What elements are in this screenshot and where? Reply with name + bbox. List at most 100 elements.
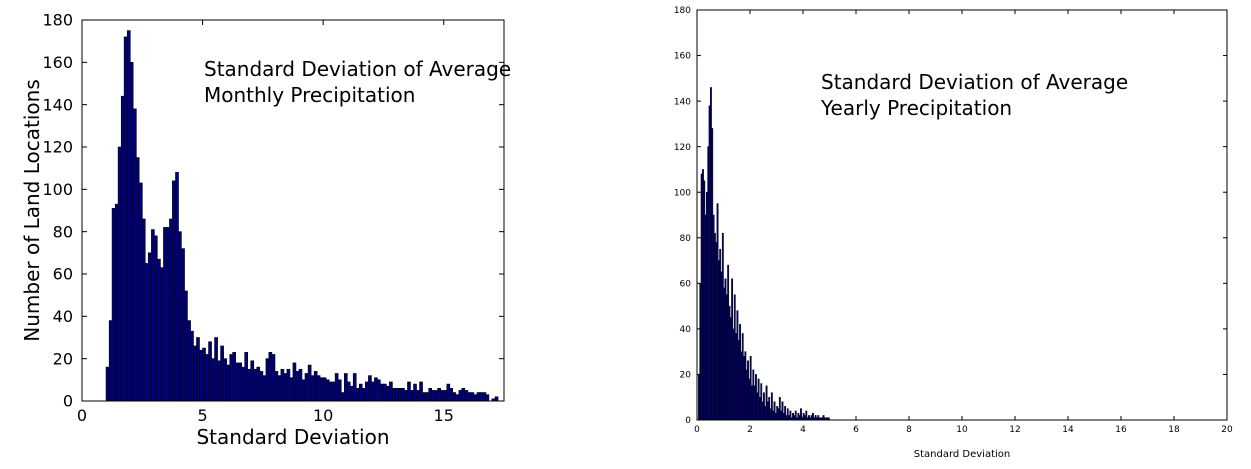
bar bbox=[160, 267, 164, 402]
bar bbox=[169, 218, 173, 402]
bar bbox=[301, 379, 306, 402]
bar bbox=[123, 36, 128, 402]
bar bbox=[190, 330, 194, 402]
bar bbox=[241, 366, 246, 402]
annotation-line-2-yearly: Yearly Precipitation bbox=[820, 96, 1012, 120]
bar bbox=[377, 379, 381, 402]
bar bbox=[479, 392, 484, 402]
bar bbox=[337, 379, 342, 402]
bar bbox=[199, 349, 203, 402]
bar bbox=[313, 371, 318, 402]
bar bbox=[259, 371, 264, 402]
y-tick-label: 180 bbox=[674, 6, 691, 16]
bar bbox=[166, 227, 170, 402]
bar bbox=[407, 381, 411, 402]
bar bbox=[316, 375, 321, 402]
bar bbox=[235, 362, 240, 402]
bar bbox=[455, 394, 460, 402]
bar bbox=[151, 229, 155, 402]
bar bbox=[277, 375, 282, 402]
x-axis-label-monthly: Standard Deviation bbox=[196, 425, 389, 449]
bar bbox=[352, 373, 357, 402]
bar bbox=[120, 95, 125, 402]
bar bbox=[253, 368, 258, 402]
bar bbox=[238, 362, 242, 402]
bars-yearly bbox=[698, 87, 830, 421]
ticks-monthly: 0 5 10 15 0 20 40 60 80 100 120 140 160 180 bbox=[42, 11, 504, 425]
bar bbox=[395, 387, 399, 402]
bar bbox=[485, 394, 490, 402]
bar bbox=[220, 345, 224, 402]
bar bbox=[340, 392, 345, 402]
bar bbox=[196, 337, 200, 402]
bar bbox=[286, 368, 291, 402]
bar bbox=[356, 387, 360, 402]
bar bbox=[205, 354, 209, 402]
y-tick-label: 80 bbox=[53, 222, 73, 241]
bar bbox=[226, 364, 230, 402]
bars-monthly bbox=[105, 30, 499, 402]
bar bbox=[141, 218, 146, 402]
bar bbox=[292, 362, 297, 402]
bar bbox=[380, 383, 384, 402]
bar bbox=[437, 387, 441, 402]
y-tick-label: 40 bbox=[53, 307, 73, 326]
y-tick-label: 120 bbox=[42, 138, 73, 157]
bar bbox=[328, 381, 333, 402]
bar bbox=[157, 258, 161, 402]
bar bbox=[452, 392, 457, 402]
bar bbox=[139, 182, 143, 402]
y-tick-label: 140 bbox=[42, 95, 73, 114]
bar bbox=[343, 373, 348, 402]
y-tick-label: 60 bbox=[53, 265, 73, 284]
bar bbox=[289, 377, 294, 402]
bar bbox=[268, 352, 273, 402]
y-tick-label: 80 bbox=[680, 234, 692, 244]
bar bbox=[298, 368, 303, 402]
annotation-line-1-monthly: Standard Deviation of Average bbox=[204, 57, 511, 81]
bar bbox=[350, 385, 354, 402]
bar bbox=[470, 392, 475, 402]
x-tick-label: 15 bbox=[434, 406, 454, 425]
y-tick-label: 140 bbox=[674, 97, 691, 107]
bar bbox=[386, 385, 390, 402]
bar bbox=[392, 387, 396, 402]
y-tick-label: 120 bbox=[674, 143, 691, 153]
bar bbox=[431, 390, 435, 402]
bar bbox=[274, 371, 279, 402]
x-tick-label: 20 bbox=[1221, 425, 1233, 435]
ticks-yearly: 0 2 4 6 8 10 12 14 16 18 20 0 20 40 60 80 100 120 140 160 18… bbox=[674, 6, 1233, 435]
bar bbox=[325, 379, 330, 402]
bar bbox=[250, 360, 255, 402]
x-tick-label: 4 bbox=[800, 425, 806, 435]
bar bbox=[283, 373, 288, 402]
y-tick-label: 0 bbox=[63, 392, 73, 411]
bar bbox=[410, 390, 414, 402]
bar bbox=[175, 172, 179, 402]
x-tick-label: 10 bbox=[313, 406, 333, 425]
x-tick-label: 14 bbox=[1062, 425, 1074, 435]
bar bbox=[476, 392, 481, 402]
bar bbox=[310, 375, 315, 402]
bar bbox=[147, 252, 152, 402]
bar bbox=[428, 387, 433, 402]
bar bbox=[265, 358, 270, 402]
bar bbox=[126, 30, 131, 402]
bar bbox=[494, 396, 499, 402]
y-axis-label-monthly: Number of Land Locations bbox=[20, 79, 44, 341]
bar bbox=[362, 387, 366, 402]
bar bbox=[358, 383, 363, 402]
x-tick-label: 8 bbox=[906, 425, 912, 435]
bar bbox=[145, 263, 149, 402]
bar bbox=[398, 387, 402, 402]
bar bbox=[135, 157, 140, 402]
x-axis-label-yearly: Standard Deviation bbox=[914, 449, 1011, 460]
bar bbox=[295, 371, 300, 402]
bar bbox=[413, 383, 417, 402]
bar bbox=[271, 354, 276, 402]
bar bbox=[232, 352, 236, 402]
bar bbox=[422, 392, 426, 402]
plot-frame-monthly bbox=[81, 19, 505, 402]
bar bbox=[464, 390, 469, 402]
